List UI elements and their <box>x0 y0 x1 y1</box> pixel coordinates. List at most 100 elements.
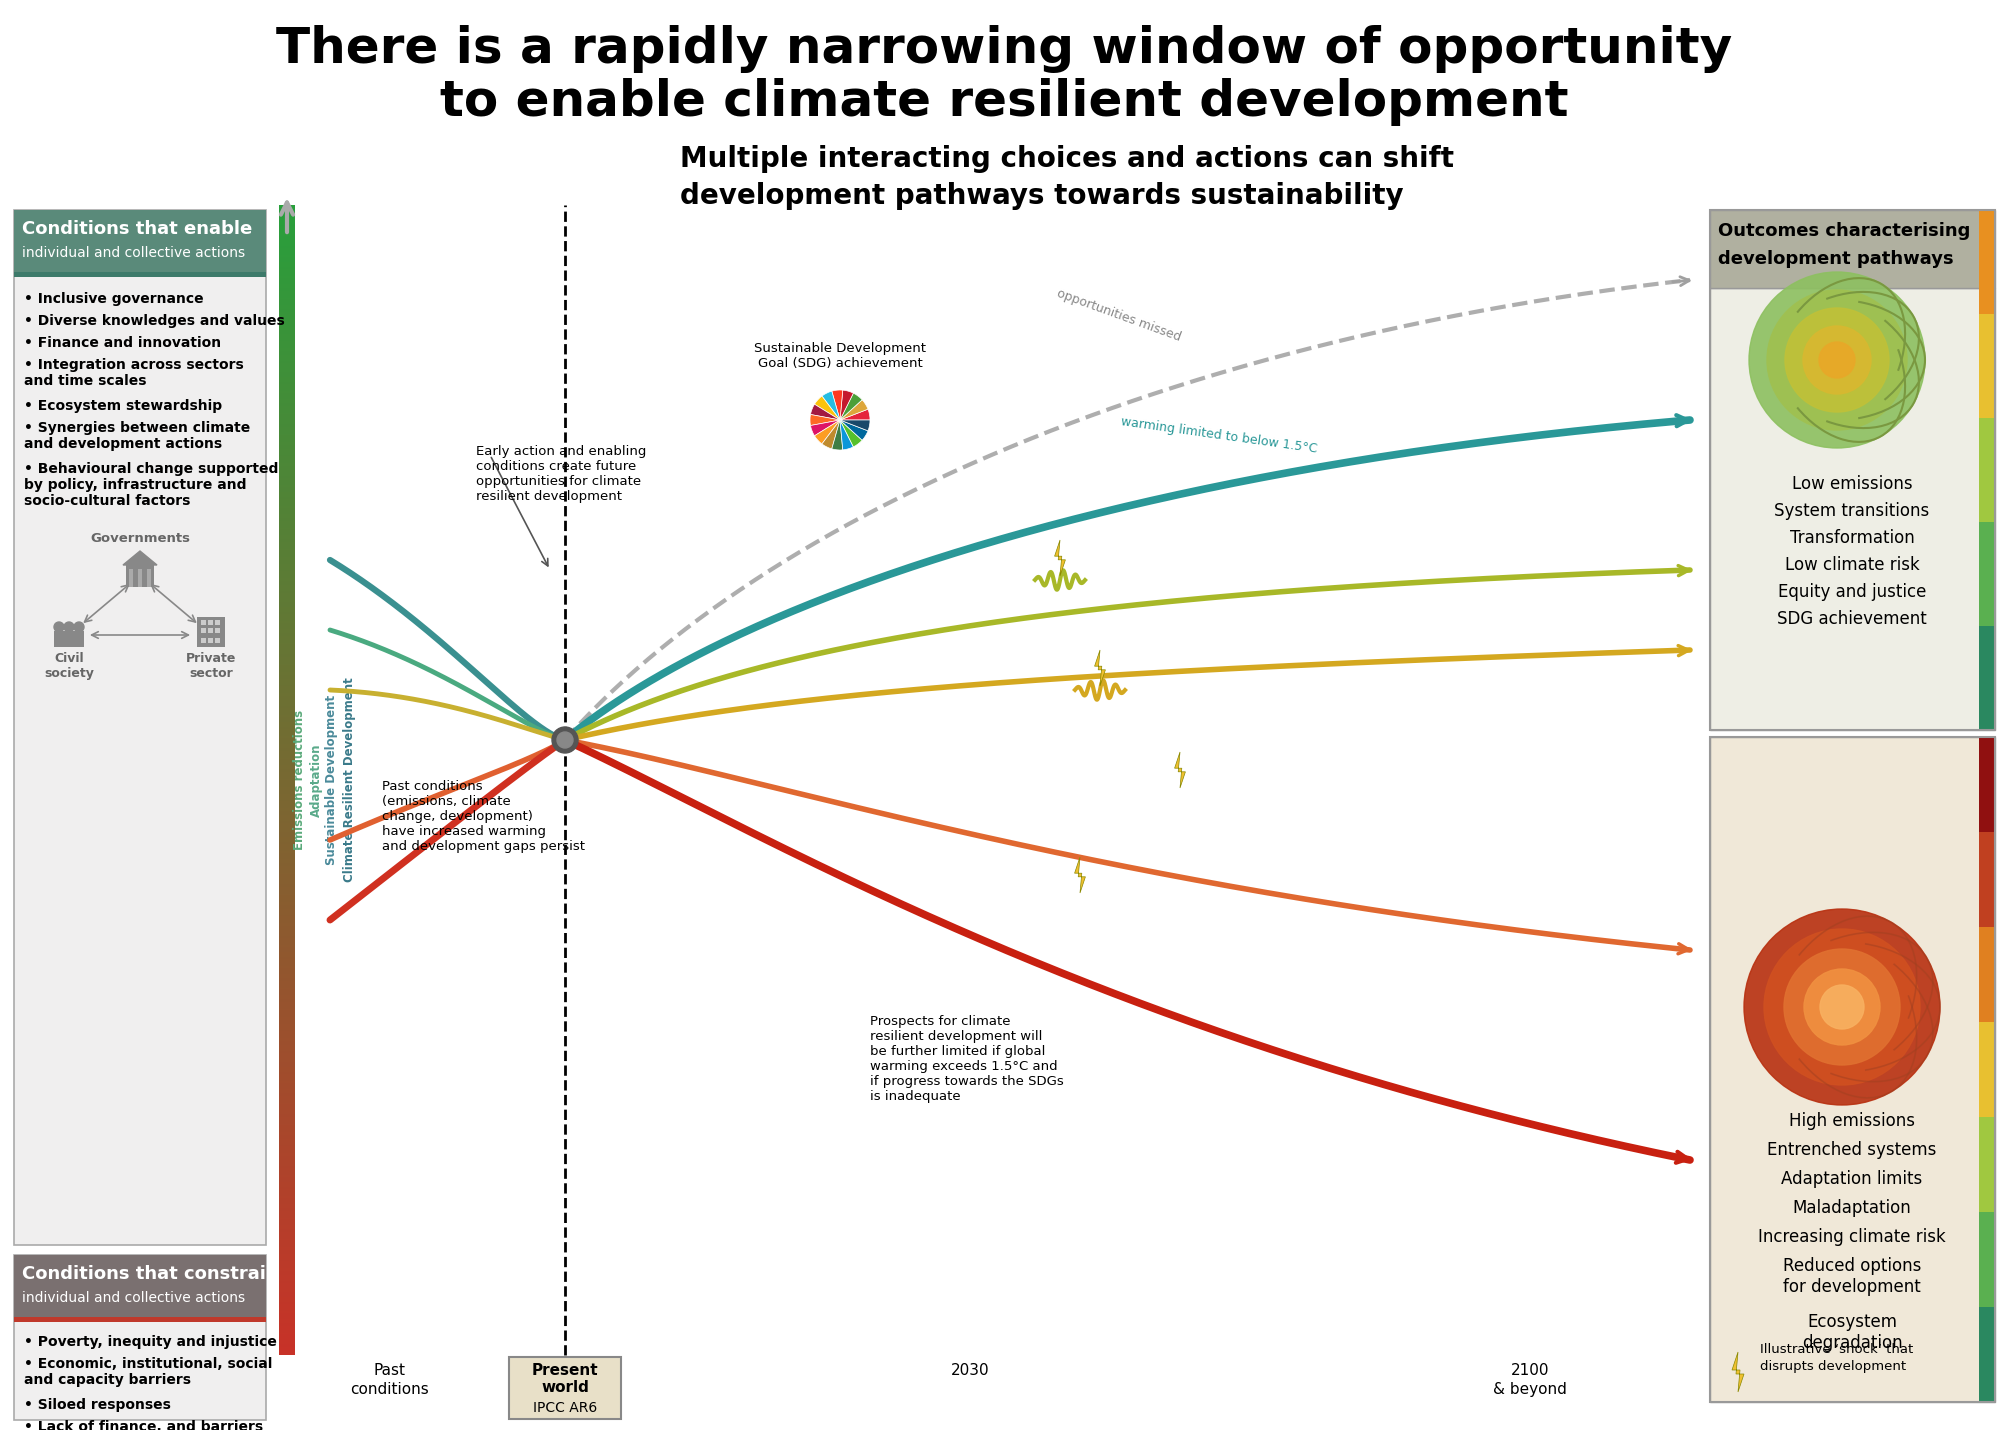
Bar <box>279 867 295 868</box>
Bar <box>279 419 295 420</box>
Bar <box>279 1260 295 1261</box>
Bar <box>279 828 295 829</box>
Bar <box>279 612 295 613</box>
Bar <box>279 915 295 917</box>
Bar <box>279 682 295 684</box>
Bar <box>14 272 265 277</box>
Bar <box>279 1177 295 1178</box>
Bar <box>279 406 295 408</box>
Bar <box>279 708 295 709</box>
Bar <box>279 443 295 445</box>
Bar <box>279 1277 295 1278</box>
Bar <box>279 739 295 741</box>
Bar <box>279 1230 295 1231</box>
Bar <box>279 1044 295 1045</box>
Text: warming limited to below 1.5°C: warming limited to below 1.5°C <box>1120 415 1317 455</box>
Bar <box>279 1337 295 1338</box>
Bar <box>279 353 295 355</box>
Bar <box>279 1194 295 1195</box>
Bar <box>64 631 74 646</box>
Bar <box>279 1174 295 1175</box>
Bar <box>279 646 295 648</box>
Bar <box>279 1042 295 1044</box>
Bar <box>508 1357 620 1419</box>
Bar <box>279 1240 295 1241</box>
Bar <box>201 638 207 644</box>
Bar <box>279 1298 295 1300</box>
Bar <box>279 827 295 828</box>
Bar <box>279 1167 295 1168</box>
Bar <box>279 266 295 267</box>
Bar <box>279 1024 295 1025</box>
Bar <box>279 861 295 862</box>
Bar <box>279 398 295 399</box>
Bar <box>279 1201 295 1203</box>
Bar <box>279 1234 295 1236</box>
Bar <box>279 918 295 919</box>
Bar <box>279 1291 295 1293</box>
Bar <box>279 223 295 225</box>
Wedge shape <box>839 420 867 440</box>
Bar <box>279 1021 295 1022</box>
Bar <box>279 576 295 578</box>
Bar <box>279 399 295 400</box>
Bar <box>279 1028 295 1030</box>
Bar <box>279 329 295 330</box>
Bar <box>279 565 295 566</box>
Bar <box>279 585 295 586</box>
Bar <box>279 1240 295 1243</box>
Bar <box>279 435 295 436</box>
Text: Transformation: Transformation <box>1788 529 1913 548</box>
Bar <box>279 1025 295 1027</box>
Bar <box>279 439 295 440</box>
Bar <box>279 899 295 901</box>
Bar <box>279 1314 295 1316</box>
Bar <box>279 1100 295 1101</box>
Bar <box>279 1058 295 1060</box>
Bar <box>279 1341 295 1343</box>
Text: Ecosystem
degradation: Ecosystem degradation <box>1800 1313 1901 1351</box>
Bar <box>279 761 295 762</box>
Bar <box>279 719 295 721</box>
Bar <box>279 1297 295 1298</box>
Bar <box>279 1203 295 1204</box>
Text: Governments: Governments <box>90 532 191 545</box>
Bar <box>279 496 295 498</box>
Bar <box>279 1304 295 1306</box>
Bar <box>279 326 295 327</box>
Bar <box>279 1241 295 1243</box>
Bar <box>1979 625 1995 729</box>
Bar <box>279 848 295 849</box>
Bar <box>279 702 295 704</box>
Bar <box>279 981 295 982</box>
Bar <box>279 1151 295 1153</box>
Bar <box>279 282 295 283</box>
Bar <box>279 1117 295 1120</box>
Bar <box>279 897 295 898</box>
Bar <box>279 792 295 794</box>
Bar <box>279 555 295 556</box>
Bar <box>147 569 151 586</box>
Text: to enable climate resilient development: to enable climate resilient development <box>440 79 1567 126</box>
Bar <box>279 542 295 543</box>
Bar <box>279 538 295 539</box>
Bar <box>279 1151 295 1153</box>
Bar <box>279 385 295 386</box>
Bar <box>279 513 295 515</box>
Text: Prospects for climate
resilient development will
be further limited if global
wa: Prospects for climate resilient developm… <box>869 1015 1064 1103</box>
Bar <box>279 632 295 633</box>
Bar <box>279 665 295 666</box>
Bar <box>279 807 295 808</box>
Bar <box>279 762 295 764</box>
Bar <box>279 1288 295 1290</box>
Bar <box>279 255 295 256</box>
Bar <box>279 458 295 459</box>
Bar <box>279 922 295 924</box>
Bar <box>279 1114 295 1115</box>
Bar <box>279 1058 295 1060</box>
Bar <box>279 508 295 509</box>
Text: Climate Resilient Development: Climate Resilient Development <box>343 678 357 882</box>
Bar <box>279 1097 295 1100</box>
Bar <box>279 359 295 360</box>
Bar <box>279 1261 295 1263</box>
